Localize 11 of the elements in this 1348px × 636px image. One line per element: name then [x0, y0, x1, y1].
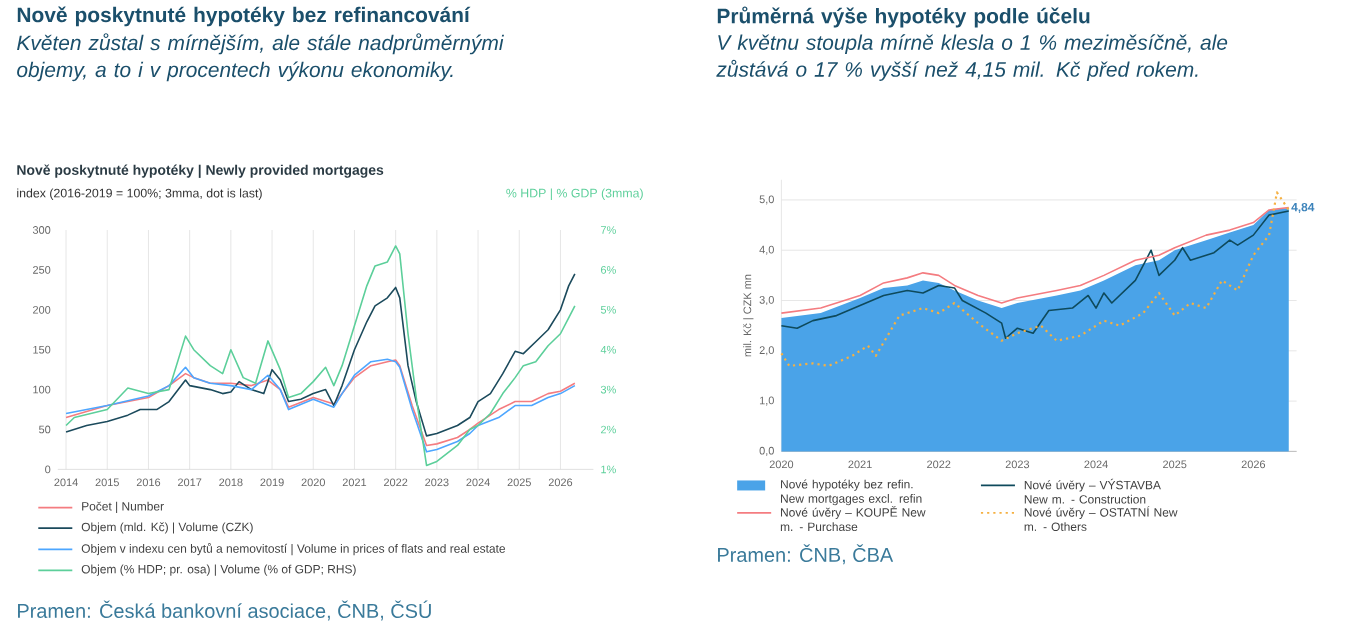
text: Pramen: Česká bankovní asociace, ČNB, ČSÚ — [18, 600, 431, 621]
chart-subtitle: V květnu stoupla mírně klesla o 1 % meziměsíčně, ale zůstává o 17 % vyšší než 4,15 mil. Kč před rokem. — [716, 34, 1228, 81]
text: Pramen: ČNB, ČBA — [718, 544, 894, 565]
chart-subtitle: Květen zůstal s mírnějším, ale stále nadprůměrnými objemy, a to i v procentech výkonu ekonomiky. — [17, 33, 504, 82]
line-series — [65, 245, 576, 467]
chart-title: Nově poskytnuté hypotéky bez refinancování — [17, 6, 471, 27]
chart-title: Průměrná výše hypotéky podle účelu — [717, 6, 1090, 28]
line-series — [780, 191, 1290, 367]
line-series — [65, 273, 576, 437]
line-series — [780, 206, 1290, 314]
line-series — [780, 210, 1290, 340]
